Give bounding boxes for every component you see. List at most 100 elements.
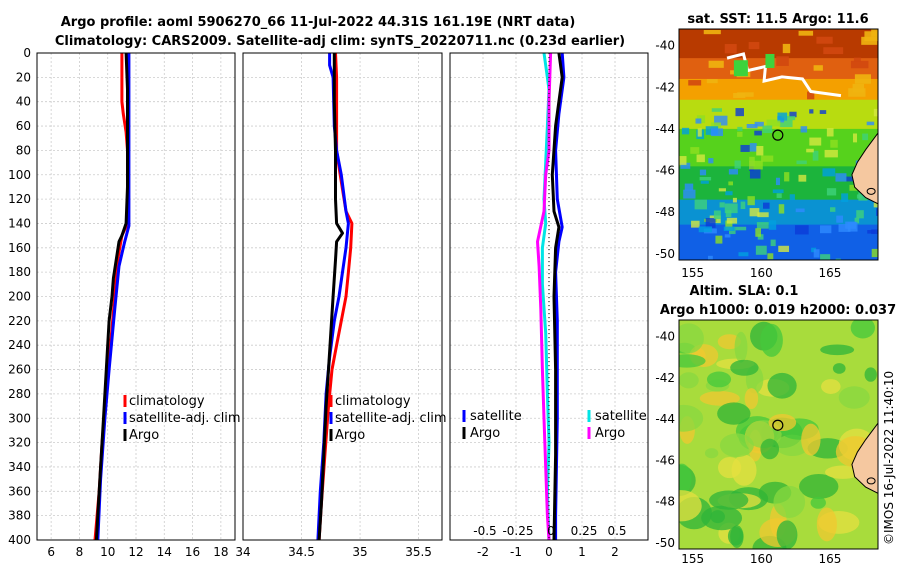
s-tick: 0 [547,524,555,538]
sst-patch [747,196,755,206]
argo-marker [772,419,784,431]
sst-patch [719,202,725,208]
sst-patch [695,118,702,124]
map-field [679,29,878,260]
lat-tick: -42 [655,80,675,94]
sst-patch [836,215,844,223]
depth-tick: 40 [16,95,31,109]
s-tick: 0.25 [571,524,598,538]
sla-blob [718,456,742,479]
sst-patch [713,210,721,220]
depth-tick: 120 [8,192,31,206]
sst-patch [777,112,788,121]
sla-blob [706,371,732,388]
sst-patch [784,172,790,182]
sst-patch [724,234,731,238]
sst-patch [737,126,743,132]
sst-patch [757,234,764,240]
sst-patch [684,183,694,191]
sla-blob [810,496,826,509]
sst-patch [740,144,750,152]
sla-blob [717,402,751,425]
x-tick: 10 [100,545,115,559]
sst-patch [718,188,726,192]
sla-blob [679,463,692,495]
sst-patch [778,245,790,252]
lat-tick: -44 [655,122,675,136]
sst-patch [699,176,712,181]
sst-patch [748,42,760,50]
sst-patch [841,193,849,203]
sst-patch [733,92,746,99]
x-tick: 34.5 [288,545,315,559]
plot-frame [242,52,443,541]
sst-patch [806,148,814,153]
sst-patch [706,79,718,84]
lon-tick: 160 [750,552,773,566]
lat-tick: -48 [655,495,675,509]
sst-patch [835,173,847,182]
sst-patch [710,128,724,137]
sst-patch [690,147,700,154]
sst-patch [778,204,785,214]
sst-patch [714,115,728,126]
sst-patch [800,126,808,133]
sst-patch [850,60,869,69]
sst-patch [848,88,866,97]
sla-blob [699,391,740,406]
cloud-edge [726,52,842,98]
x-tick: 0 [545,545,553,559]
sst-map-title: sat. SST: 11.5 Argo: 11.6 [687,12,868,27]
lat-tick: -42 [655,371,675,385]
s-tick: -0.25 [502,524,533,538]
sst-patch [757,212,769,218]
sst-patch [711,122,722,128]
difference-panel: -2 -1 0 1 2 -0.5 -0.25 0 0.25 0.5 satellite Argo sat… [449,52,649,559]
lon-tick: 165 [819,552,842,566]
sst-patch [835,258,841,260]
sst-patch [726,217,738,224]
sst-patch [871,248,878,258]
depth-tick: 140 [8,216,31,230]
x-tick: -2 [477,545,489,559]
sst-patch [838,224,851,232]
sst-patch [707,255,713,260]
legend-label: satellite [470,409,522,424]
sst-patch [813,249,820,258]
sst-patch [766,119,781,127]
sst-patch [796,160,807,165]
sla-blob [709,490,749,510]
sst-patch [776,56,789,66]
sst-patch [798,30,814,36]
sst-patch [854,74,871,84]
sst-patch [732,197,737,203]
series-line-s-argo [536,52,553,541]
sla-map-title-line2: Argo h1000: 0.019 h2000: 0.037 [660,303,896,318]
sst-patch [699,169,707,176]
sst-patch [873,108,878,117]
sst-patch [786,116,796,121]
sst-patch [861,36,878,45]
sst-patch [873,202,878,208]
sst-patch [813,65,823,71]
x-tick: -1 [510,545,522,559]
sla-blob [710,510,725,524]
legend-label: Argo [470,426,500,441]
legend-label: Argo [335,428,365,443]
sla-blob [767,372,797,399]
sst-patch [830,207,836,212]
sla-blob [744,388,759,410]
legend-label: climatology [335,394,411,409]
sst-patch [705,218,716,228]
s-tick: -0.5 [473,524,496,538]
sst-patch [681,127,690,135]
land-coast [851,132,878,205]
sst-patch [858,192,868,201]
sst-patch [756,146,764,156]
sst-patch [696,154,705,163]
sla-blob [719,433,754,458]
sla-blob [679,490,702,522]
depth-tick: 240 [8,338,31,352]
sst-patch [737,92,754,97]
